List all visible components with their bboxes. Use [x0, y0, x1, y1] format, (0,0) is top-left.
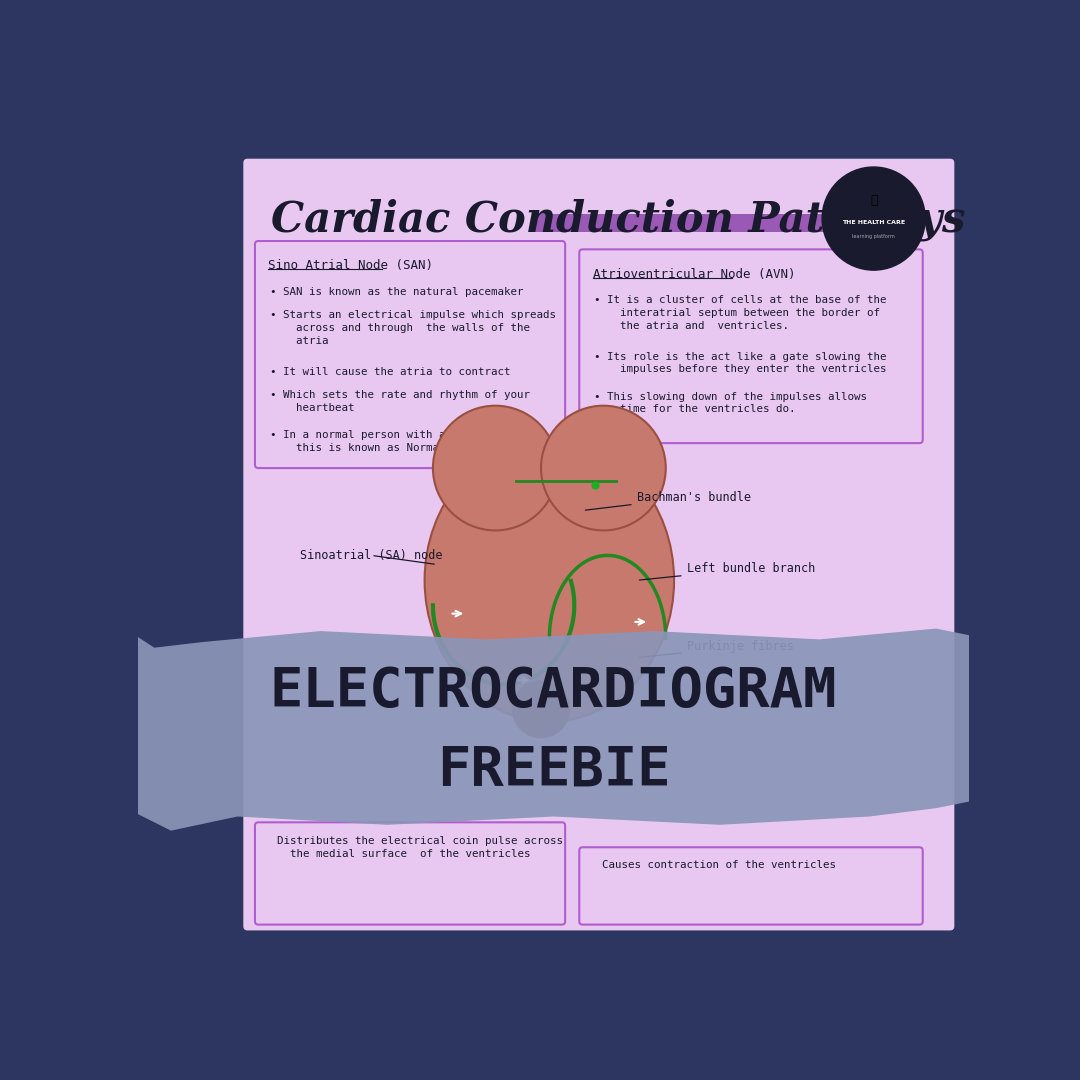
- Text: Purkinje fibres: Purkinje fibres: [639, 640, 794, 658]
- Circle shape: [822, 167, 926, 270]
- FancyBboxPatch shape: [243, 159, 955, 931]
- Text: • Which sets the rate and rhythm of your
    heartbeat: • Which sets the rate and rhythm of your…: [270, 390, 530, 413]
- Text: Sino Atrial Node (SAN): Sino Atrial Node (SAN): [268, 259, 433, 272]
- Text: learning platform: learning platform: [852, 234, 895, 240]
- Text: • Starts an electrical impulse which spreads
    across and through  the walls o: • Starts an electrical impulse which spr…: [270, 310, 556, 346]
- Circle shape: [433, 406, 557, 530]
- Text: Atrioventricular Node (AVN): Atrioventricular Node (AVN): [593, 268, 795, 281]
- Circle shape: [541, 406, 665, 530]
- Text: Left bundle branch: Left bundle branch: [639, 563, 814, 580]
- Polygon shape: [138, 629, 970, 831]
- FancyBboxPatch shape: [579, 848, 922, 924]
- Text: FREEBIE: FREEBIE: [436, 743, 671, 796]
- Text: Causes contraction of the ventricles: Causes contraction of the ventricles: [590, 860, 836, 869]
- Text: • In a normal person with a healthy heart
    this is known as Normal  sinus Rhy: • In a normal person with a healthy hear…: [270, 430, 537, 453]
- Text: • This slowing down of the impulses allows
    time for the ventricles do.: • This slowing down of the impulses allo…: [594, 392, 867, 415]
- FancyBboxPatch shape: [255, 241, 565, 468]
- Text: • It is a cluster of cells at the base of the
    interatrial septum between the: • It is a cluster of cells at the base o…: [594, 295, 887, 330]
- FancyBboxPatch shape: [579, 249, 922, 443]
- Text: ELECTROCARDIOGRAM: ELECTROCARDIOGRAM: [270, 665, 837, 718]
- Text: Bachman's bundle: Bachman's bundle: [585, 490, 751, 510]
- Ellipse shape: [512, 680, 570, 739]
- Text: • It will cause the atria to contract: • It will cause the atria to contract: [270, 366, 511, 377]
- Text: Cardiac Conduction Pathways: Cardiac Conduction Pathways: [271, 198, 966, 241]
- FancyBboxPatch shape: [255, 822, 565, 924]
- Text: 📖: 📖: [869, 193, 877, 206]
- Text: • SAN is known as the natural pacemaker: • SAN is known as the natural pacemaker: [270, 287, 524, 297]
- Text: THE HEALTH CARE: THE HEALTH CARE: [842, 220, 905, 226]
- Text: Sinoatrial (SA) node: Sinoatrial (SA) node: [300, 549, 443, 564]
- Bar: [532, 214, 899, 232]
- Text: Distributes the electrical coin pulse across
    the medial surface  of the vent: Distributes the electrical coin pulse ac…: [265, 836, 563, 860]
- Text: • Its role is the act like a gate slowing the
    impulses before they enter the: • Its role is the act like a gate slowin…: [594, 352, 887, 375]
- Ellipse shape: [424, 438, 674, 721]
